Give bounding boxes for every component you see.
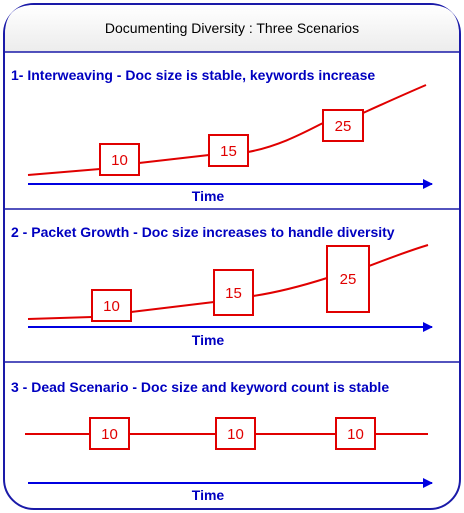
scenario-dead: 3 - Dead Scenario - Doc size and keyword… [11, 379, 433, 503]
scenario-2-box-1: 10 [91, 289, 132, 322]
scenario-2-axis-label: Time [192, 332, 225, 348]
scenario-2-box-2-label: 15 [225, 285, 242, 302]
scenario-3-axis-label: Time [192, 487, 225, 503]
scenario-1-heading: 1- Interweaving - Doc size is stable, ke… [11, 67, 375, 83]
scenario-3-box-2-frame [215, 417, 256, 450]
scenario-1-box-1-frame [99, 143, 140, 176]
title-background [5, 5, 459, 52]
scenario-1-box-1: 10 [99, 143, 140, 176]
scenario-2-box-2: 15 [213, 269, 254, 316]
scenario-packet-growth: 2 - Packet Growth - Doc size increases t… [11, 224, 433, 348]
scenario-1-box-3: 25 [322, 109, 364, 142]
scenario-1-box-1-label: 10 [111, 152, 128, 169]
scenario-2-box-2-frame [213, 269, 254, 316]
scenario-1-box-2-label: 15 [220, 143, 237, 160]
scenario-3-box-1: 10 [89, 417, 130, 450]
scenario-3-box-3-label: 10 [347, 426, 364, 443]
scenario-2-heading: 2 - Packet Growth - Doc size increases t… [11, 224, 395, 240]
scenario-3-box-2-label: 10 [227, 426, 244, 443]
scenario-1-box-3-frame [322, 109, 364, 142]
scenario-3-box-2: 10 [215, 417, 256, 450]
scenario-3-box-1-label: 10 [101, 426, 118, 443]
scenario-3-box-3: 10 [335, 417, 376, 450]
diagram-title: Documenting Diversity : Three Scenarios [105, 20, 359, 36]
scenario-2-box-1-label: 10 [103, 298, 120, 315]
scenario-1-box-2-frame [208, 134, 249, 167]
scenario-1-growth-curve [27, 84, 427, 176]
scenario-1-axis-label: Time [192, 188, 225, 204]
scenario-3-box-1-frame [89, 417, 130, 450]
scenario-3-box-3-frame [335, 417, 376, 450]
scenario-2-growth-curve [27, 244, 429, 320]
scenario-2-box-3-label: 25 [340, 271, 357, 288]
scenario-1-box-3-label: 25 [335, 118, 352, 135]
scenario-3-heading: 3 - Dead Scenario - Doc size and keyword… [11, 379, 389, 395]
scenario-2-box-3-frame [326, 245, 370, 313]
scenario-2-box-3: 25 [326, 245, 370, 313]
scenario-1-box-2: 15 [208, 134, 249, 167]
scenario-2-box-1-frame [91, 289, 132, 322]
scenario-interweaving: 1- Interweaving - Doc size is stable, ke… [11, 67, 433, 204]
